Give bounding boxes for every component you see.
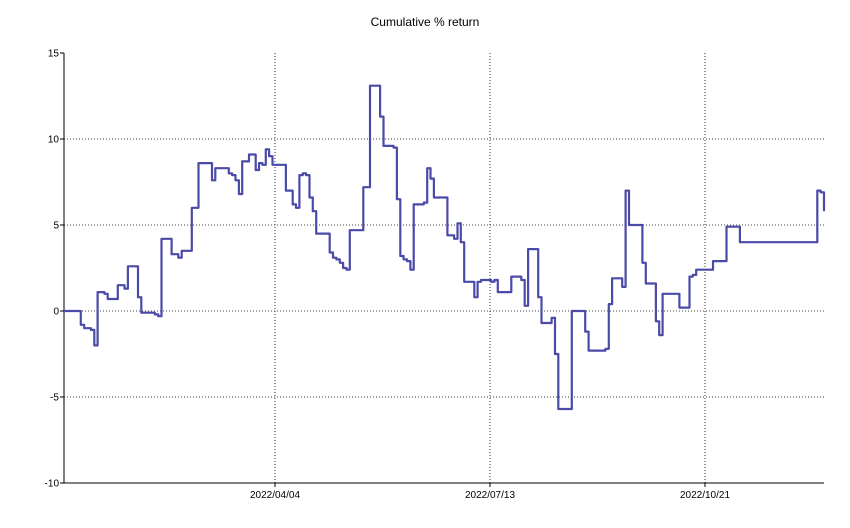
y-tick-label: 5 [53, 221, 59, 232]
y-tick-label: 15 [48, 49, 60, 60]
x-tick-label: 2022/04/04 [250, 490, 300, 501]
y-tick-label: -10 [45, 479, 60, 490]
x-tick-label: 2022/07/13 [465, 490, 515, 501]
x-tick-label: 2022/10/21 [680, 490, 730, 501]
chart-title: Cumulative % return [370, 15, 480, 29]
series-line-0 [64, 84, 826, 411]
y-tick-label: 10 [48, 135, 60, 146]
y-tick-label: 0 [53, 307, 59, 318]
y-tick-label: -5 [50, 393, 59, 404]
